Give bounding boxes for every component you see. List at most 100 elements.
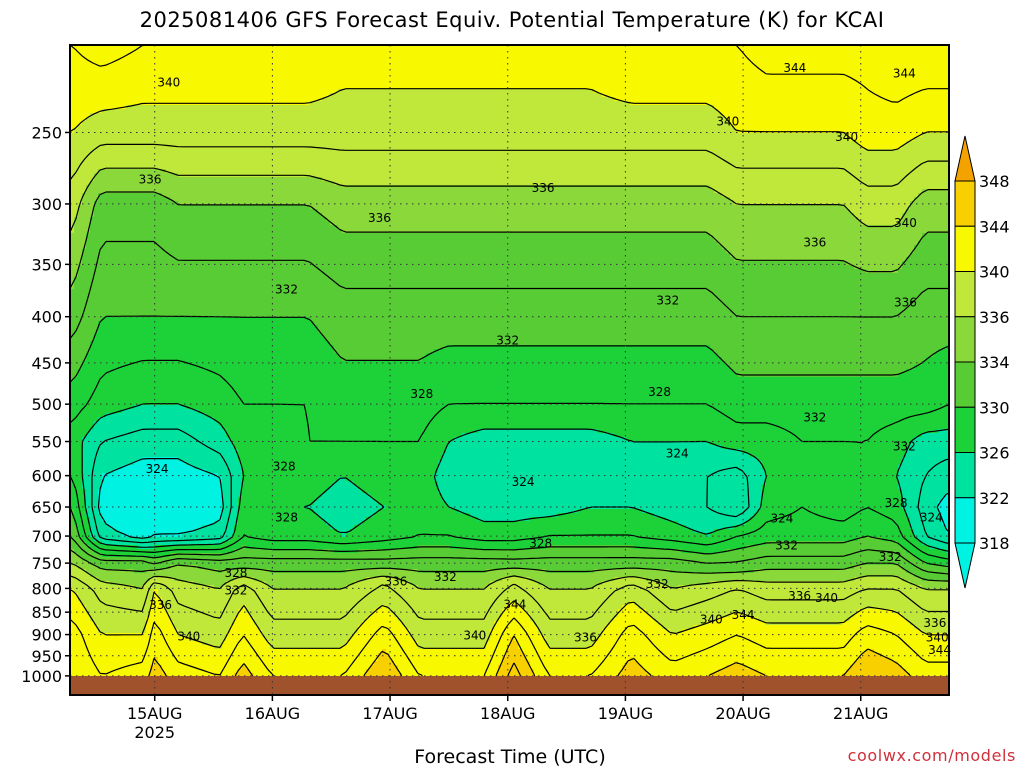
fill-cell xyxy=(178,513,183,518)
fill-cell xyxy=(114,497,119,502)
fill-cell xyxy=(154,405,159,410)
fill-cell xyxy=(166,241,171,246)
fill-cell xyxy=(190,185,195,190)
fill-cell xyxy=(118,81,123,86)
fill-cell xyxy=(118,473,123,478)
fill-cell xyxy=(170,189,175,194)
fill-cell xyxy=(158,201,163,206)
fill-cell xyxy=(166,329,171,334)
fill-cell xyxy=(126,161,131,166)
fill-cell xyxy=(170,169,175,174)
fill-cell xyxy=(158,233,163,238)
fill-cell xyxy=(78,421,83,426)
fill-cell xyxy=(162,501,167,506)
fill-cell xyxy=(158,637,163,642)
fill-cell xyxy=(134,497,139,502)
fill-cell xyxy=(142,529,147,534)
fill-cell xyxy=(162,85,167,90)
fill-cell xyxy=(154,441,159,446)
fill-cell xyxy=(122,77,127,82)
fill-cell xyxy=(134,289,139,294)
fill-cell xyxy=(162,225,167,230)
fill-cell xyxy=(102,545,107,550)
fill-cell xyxy=(114,577,119,582)
fill-cell xyxy=(102,225,107,230)
fill-cell xyxy=(170,661,175,666)
fill-cell xyxy=(118,461,123,466)
fill-cell xyxy=(158,429,163,434)
fill-cell xyxy=(130,365,135,370)
fill-cell xyxy=(182,57,187,62)
fill-cell xyxy=(134,593,139,598)
fill-cell xyxy=(70,557,75,562)
fill-cell xyxy=(142,333,147,338)
fill-cell xyxy=(110,517,115,522)
fill-cell xyxy=(134,421,139,426)
fill-cell xyxy=(162,249,167,254)
fill-cell xyxy=(86,625,91,630)
fill-cell xyxy=(82,429,87,434)
fill-cell xyxy=(70,89,75,94)
fill-cell xyxy=(182,637,187,642)
fill-cell xyxy=(166,393,171,398)
fill-cell xyxy=(122,205,127,210)
fill-cell xyxy=(178,445,183,450)
fill-cell xyxy=(78,673,83,678)
fill-cell xyxy=(94,153,99,158)
fill-cell xyxy=(102,653,107,658)
fill-cell xyxy=(174,497,179,502)
fill-cell xyxy=(158,573,163,578)
fill-cell xyxy=(90,237,95,242)
fill-cell xyxy=(70,385,75,390)
fill-cell xyxy=(158,569,163,574)
fill-cell xyxy=(74,425,79,430)
fill-cell xyxy=(142,189,147,194)
fill-cell xyxy=(142,261,147,266)
fill-cell xyxy=(174,305,179,310)
fill-cell xyxy=(70,509,75,514)
fill-cell xyxy=(114,77,119,82)
fill-cell xyxy=(166,345,171,350)
fill-cell xyxy=(162,545,167,550)
fill-cell xyxy=(82,277,87,282)
fill-cell xyxy=(110,441,115,446)
fill-cell xyxy=(114,525,119,530)
fill-cell xyxy=(110,381,115,386)
fill-cell xyxy=(150,593,155,598)
fill-cell xyxy=(106,313,111,318)
fill-cell xyxy=(162,513,167,518)
fill-cell xyxy=(94,317,99,322)
fill-cell xyxy=(82,661,87,666)
fill-cell xyxy=(162,409,167,414)
fill-cell xyxy=(86,93,91,98)
fill-cell xyxy=(94,205,99,210)
fill-cell xyxy=(166,669,171,674)
fill-cell xyxy=(90,661,95,666)
fill-cell xyxy=(122,93,127,98)
fill-cell xyxy=(70,217,75,222)
fill-cell xyxy=(74,321,79,326)
fill-cell xyxy=(186,617,191,622)
fill-cell xyxy=(170,389,175,394)
fill-cell xyxy=(162,505,167,510)
fill-cell xyxy=(154,365,159,370)
fill-cell xyxy=(118,601,123,606)
fill-cell xyxy=(138,105,143,110)
fill-cell xyxy=(190,57,195,62)
fill-cell xyxy=(174,549,179,554)
fill-cell xyxy=(174,433,179,438)
fill-cell xyxy=(90,205,95,210)
fill-cell xyxy=(190,249,195,254)
fill-cell xyxy=(190,225,195,230)
fill-cell xyxy=(170,369,175,374)
fill-cell xyxy=(102,113,107,118)
fill-cell xyxy=(138,637,143,642)
fill-cell xyxy=(150,473,155,478)
fill-cell xyxy=(142,301,147,306)
fill-cell xyxy=(118,665,123,670)
fill-cell xyxy=(142,577,147,582)
fill-cell xyxy=(86,461,91,466)
fill-cell xyxy=(70,341,75,346)
fill-cell xyxy=(82,481,87,486)
fill-cell xyxy=(142,77,147,82)
